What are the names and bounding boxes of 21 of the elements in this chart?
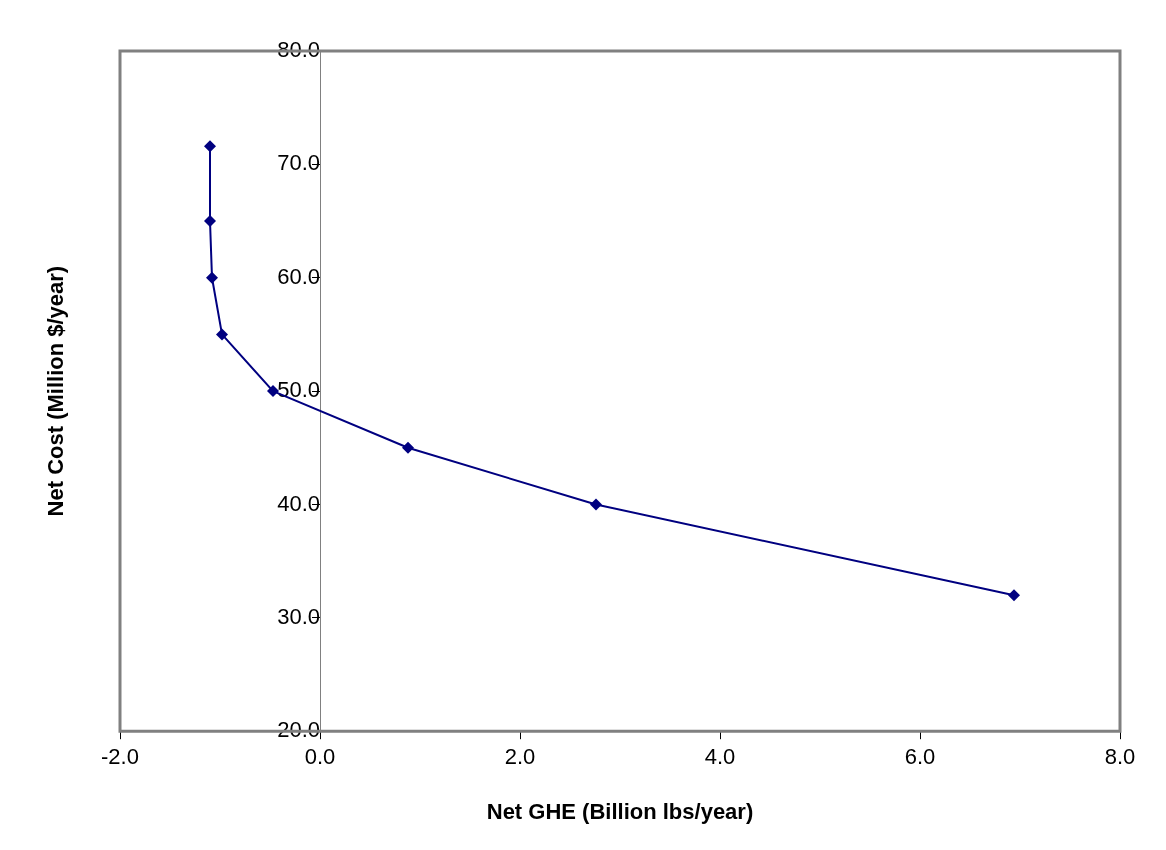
y-axis-title: Net Cost (Million $/year): [43, 265, 69, 517]
point: [216, 328, 228, 341]
point: [590, 498, 602, 511]
x-tick-label: 0.0: [304, 744, 336, 770]
y-tick-label: 60.0: [277, 263, 320, 289]
point: [204, 140, 216, 153]
y-tick-label: 30.0: [277, 603, 320, 629]
x-tick-label: 8.0: [1104, 744, 1136, 770]
y-tick-label: 40.0: [277, 490, 320, 516]
x-tick-label: 6.0: [904, 744, 936, 770]
x-axis-title: Net GHE (Billion lbs/year): [486, 798, 754, 824]
y-tick-label: 70.0: [277, 150, 320, 176]
point: [1008, 589, 1020, 602]
y-tick-label: 50.0: [277, 377, 320, 403]
x-tick-label: 4.0: [704, 744, 736, 770]
point: [267, 385, 279, 398]
point: [206, 271, 218, 284]
point: [204, 215, 216, 228]
x-tick-label: -2.0: [101, 744, 139, 770]
point: [402, 441, 414, 454]
x-tick-label: 2.0: [504, 744, 536, 770]
